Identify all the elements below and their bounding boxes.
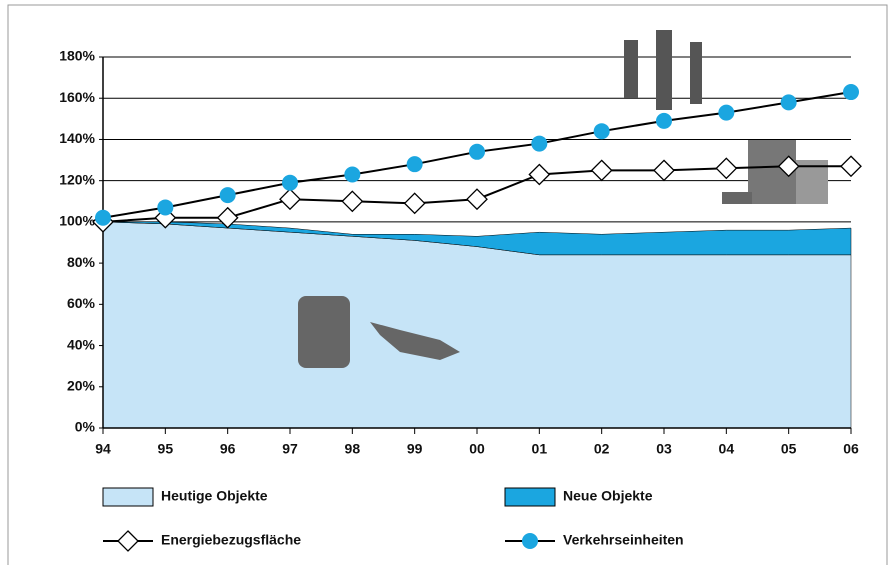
point <box>593 123 610 140</box>
legend-marker <box>117 530 139 552</box>
x-tick-label: 96 <box>220 441 236 457</box>
x-tick-label: 01 <box>532 441 548 457</box>
point <box>777 155 800 178</box>
y-tick-label: 20% <box>67 377 96 393</box>
y-tick-label: 160% <box>59 89 95 105</box>
legend-marker <box>522 533 538 549</box>
point <box>528 163 551 186</box>
x-tick-label: 04 <box>719 441 735 457</box>
point <box>653 159 675 182</box>
point <box>219 187 236 204</box>
x-tick-label: 97 <box>282 441 298 457</box>
point <box>403 192 426 215</box>
point <box>656 112 672 129</box>
y-tick-label: 60% <box>67 295 96 311</box>
frame <box>7 4 888 565</box>
point <box>590 159 613 182</box>
point <box>216 206 239 229</box>
point <box>469 143 485 160</box>
point <box>279 188 301 211</box>
point <box>531 135 548 152</box>
point <box>406 156 423 173</box>
y-tick-label: 40% <box>67 336 96 352</box>
legend-label: Neue Objekte <box>563 488 653 504</box>
y-tick-label: 140% <box>59 130 95 146</box>
x-tick-label: 98 <box>345 441 361 457</box>
legend-swatch <box>504 487 556 507</box>
legend-label: Energiebezugsfläche <box>161 532 301 548</box>
point <box>157 199 174 216</box>
point <box>718 104 735 121</box>
y-tick-label: 100% <box>59 213 95 229</box>
y-tick-label: 120% <box>59 171 95 187</box>
plot <box>102 56 852 429</box>
area <box>102 221 852 256</box>
x-tick-label: 06 <box>843 441 859 457</box>
y-tick-label: 180% <box>59 48 95 64</box>
point <box>840 155 862 178</box>
x-tick-label: 03 <box>656 441 672 457</box>
x-tick-label: 00 <box>469 441 485 457</box>
y-tick-label: 0% <box>75 419 96 435</box>
building-clipart <box>722 140 828 204</box>
x-tick-label: 94 <box>95 441 111 457</box>
point <box>282 174 298 191</box>
point <box>780 94 797 111</box>
legend-label: Heutige Objekte <box>161 488 268 504</box>
x-tick-label: 99 <box>407 441 423 457</box>
barrel-plug-clipart <box>298 296 460 368</box>
x-tick-label: 05 <box>781 441 797 457</box>
point <box>344 166 361 183</box>
x-tick-label: 02 <box>594 441 610 457</box>
legend-swatch <box>102 487 154 507</box>
point <box>466 188 488 211</box>
legend-label: Verkehrseinheiten <box>563 532 684 548</box>
x-tick-label: 95 <box>158 441 174 457</box>
y-tick-label: 80% <box>67 254 96 270</box>
point <box>843 84 859 101</box>
people-clipart <box>624 30 702 110</box>
point <box>95 209 111 226</box>
point <box>341 190 364 213</box>
point <box>715 157 738 180</box>
